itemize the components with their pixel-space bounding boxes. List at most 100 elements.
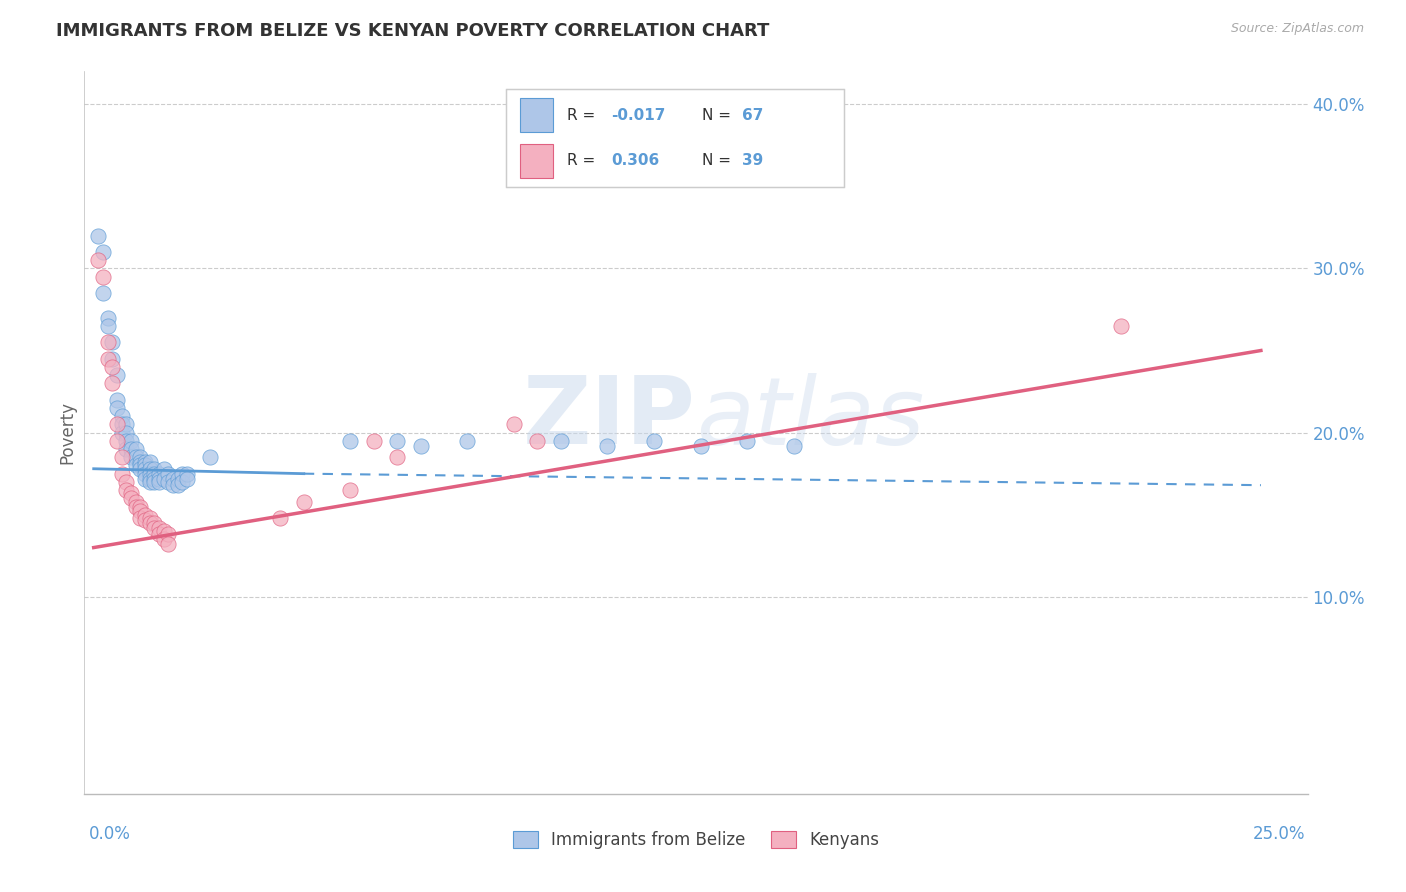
Point	[129, 450, 152, 465]
Point	[166, 472, 188, 486]
Point	[138, 516, 160, 530]
Point	[162, 472, 184, 486]
Point	[176, 467, 198, 481]
Text: Source: ZipAtlas.com: Source: ZipAtlas.com	[1230, 22, 1364, 36]
Text: R =: R =	[567, 153, 600, 169]
Point	[111, 409, 134, 424]
Point	[162, 478, 184, 492]
Text: 0.0%: 0.0%	[89, 825, 131, 843]
Text: N =: N =	[702, 153, 735, 169]
Point	[526, 434, 548, 448]
Point	[737, 434, 759, 448]
Point	[129, 500, 152, 514]
Point	[91, 244, 114, 259]
Point	[200, 450, 222, 465]
Point	[138, 511, 160, 525]
Point	[157, 475, 180, 489]
Point	[339, 483, 361, 497]
Point	[125, 494, 148, 508]
Point	[129, 504, 152, 518]
Point	[115, 425, 138, 440]
Text: 39: 39	[742, 153, 763, 169]
Point	[105, 368, 128, 383]
Text: IMMIGRANTS FROM BELIZE VS KENYAN POVERTY CORRELATION CHART: IMMIGRANTS FROM BELIZE VS KENYAN POVERTY…	[56, 22, 769, 40]
Point	[143, 472, 166, 486]
Point	[152, 472, 174, 486]
Text: N =: N =	[702, 108, 735, 123]
Point	[152, 533, 174, 547]
Point	[91, 269, 114, 284]
Point	[783, 439, 806, 453]
Point	[143, 516, 166, 530]
Point	[125, 442, 148, 456]
Point	[101, 335, 124, 350]
Text: 25.0%: 25.0%	[1253, 825, 1305, 843]
Point	[120, 434, 142, 448]
Point	[105, 417, 128, 432]
Point	[166, 478, 188, 492]
Point	[134, 455, 156, 469]
Point	[97, 351, 120, 366]
Point	[176, 472, 198, 486]
Point	[172, 475, 194, 489]
Point	[87, 253, 110, 268]
Point	[143, 462, 166, 476]
Point	[596, 439, 619, 453]
Point	[134, 513, 156, 527]
Point	[138, 472, 160, 486]
Point	[120, 442, 142, 456]
Point	[134, 467, 156, 481]
Point	[157, 527, 180, 541]
Point	[120, 450, 142, 465]
Text: 67: 67	[742, 108, 763, 123]
Point	[550, 434, 572, 448]
Point	[101, 351, 124, 366]
Point	[129, 462, 152, 476]
Point	[363, 434, 385, 448]
Point	[101, 359, 124, 374]
Point	[111, 467, 134, 481]
Point	[152, 524, 174, 538]
Point	[456, 434, 478, 448]
Text: R =: R =	[567, 108, 600, 123]
Point	[111, 450, 134, 465]
Point	[134, 458, 156, 473]
Point	[134, 508, 156, 522]
Point	[115, 483, 138, 497]
Point	[138, 467, 160, 481]
Point	[172, 467, 194, 481]
Point	[120, 491, 142, 506]
Point	[1109, 318, 1132, 333]
Point	[129, 455, 152, 469]
Legend: Immigrants from Belize, Kenyans: Immigrants from Belize, Kenyans	[505, 823, 887, 858]
Point	[97, 310, 120, 325]
Point	[125, 450, 148, 465]
Point	[409, 439, 432, 453]
Point	[138, 475, 160, 489]
Point	[120, 486, 142, 500]
Point	[148, 521, 170, 535]
Point	[143, 521, 166, 535]
Point	[157, 537, 180, 551]
Point	[292, 494, 315, 508]
Point	[97, 318, 120, 333]
Point	[148, 475, 170, 489]
Point	[269, 511, 291, 525]
Point	[125, 500, 148, 514]
Point	[157, 467, 180, 481]
Point	[148, 472, 170, 486]
Point	[105, 392, 128, 407]
Text: -0.017: -0.017	[610, 108, 665, 123]
Point	[111, 425, 134, 440]
Point	[87, 228, 110, 243]
Point	[105, 434, 128, 448]
Point	[129, 458, 152, 473]
Text: 0.306: 0.306	[610, 153, 659, 169]
Text: ZIP: ZIP	[523, 372, 696, 464]
Point	[138, 462, 160, 476]
Point	[115, 417, 138, 432]
Point	[115, 442, 138, 456]
Point	[115, 475, 138, 489]
Point	[385, 450, 408, 465]
Point	[502, 417, 524, 432]
